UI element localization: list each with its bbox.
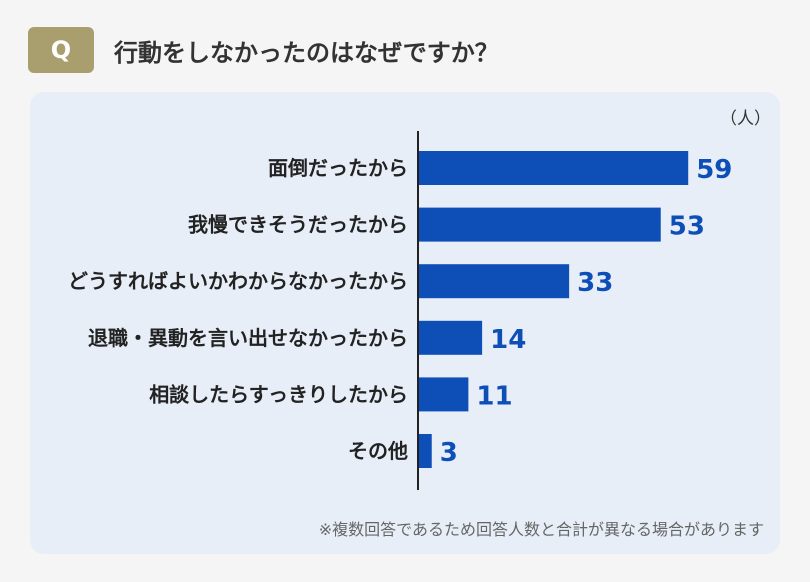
unit-label: （人） [720, 109, 771, 129]
value-label: 53 [669, 212, 705, 242]
bar [418, 377, 469, 412]
question-title: 行動をしなかったのはなぜですか？ [114, 38, 499, 67]
category-label: その他 [348, 439, 408, 463]
bar [418, 434, 432, 468]
category-label: どうすればよいかわからなかったから [68, 269, 408, 293]
bar [418, 151, 689, 185]
category-label: 退職・異動を言い出せなかったから [88, 326, 408, 350]
category-labels-group: 面倒だったから我慢できそうだったからどうすればよいかわからなかったから退職・異動… [68, 156, 408, 463]
bar [418, 207, 661, 242]
bars-group [418, 151, 689, 468]
value-label: 59 [696, 155, 732, 185]
footnote: ※複数回答であるため回答人数と合計が異なる場合があります [318, 520, 764, 539]
value-label: 14 [490, 325, 526, 355]
category-label: 我慢できそうだったから [188, 213, 408, 237]
bar [418, 320, 483, 355]
category-label: 面倒だったから [268, 156, 408, 180]
question-header: Q 行動をしなかったのはなぜですか？ [28, 26, 499, 74]
value-labels-group: 59 53 33 14 11 3 [440, 155, 733, 468]
value-label: 33 [577, 268, 613, 298]
question-badge: Q [28, 27, 94, 73]
value-label: 3 [440, 438, 458, 468]
category-label: 相談したらすっきりしたから [149, 382, 408, 406]
bar [418, 264, 570, 299]
value-label: 11 [476, 381, 512, 411]
